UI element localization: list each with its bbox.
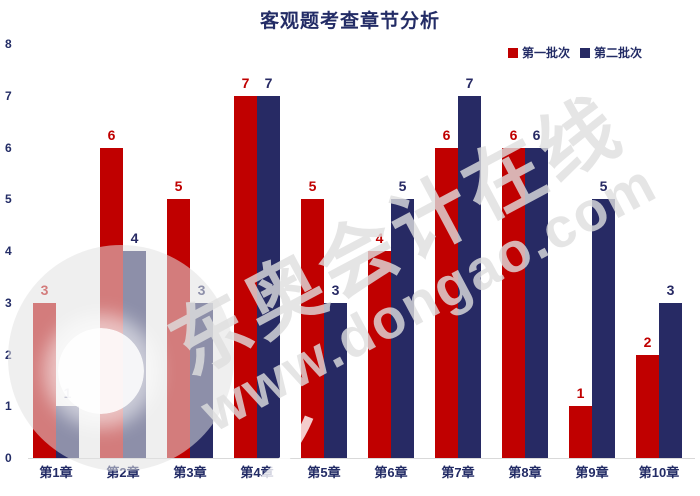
bar-value-label: 5 — [174, 178, 183, 195]
bar-第4章-第二批次 — [257, 95, 280, 458]
bar-第3章-第二批次 — [190, 302, 213, 458]
x-axis-label-第3章: 第3章 — [173, 465, 207, 480]
bar-value-label: 4 — [375, 230, 384, 246]
x-axis-label-第6章: 第6章 — [374, 465, 408, 480]
bar-第2章-第二批次 — [123, 251, 146, 458]
bar-value-label: 1 — [576, 385, 585, 402]
bar-value-label: 3 — [666, 281, 675, 298]
y-tick-label: 8 — [5, 37, 12, 51]
y-tick-label: 4 — [5, 244, 12, 258]
bar-value-label: 3 — [40, 281, 49, 298]
legend-swatch-series2-icon — [579, 47, 590, 58]
y-tick-label: 0 — [5, 451, 12, 465]
bar-第1章-第一批次 — [33, 302, 56, 458]
x-axis-label-第5章: 第5章 — [307, 465, 341, 480]
legend-swatch-series1-icon — [507, 47, 518, 58]
bar-value-label: 1 — [63, 385, 72, 402]
bar-第5章-第二批次 — [324, 302, 347, 458]
bar-value-label: 2 — [643, 333, 652, 350]
y-tick-label: 6 — [5, 140, 12, 155]
bar-第10章-第一批次 — [636, 354, 659, 458]
y-tick-label: 5 — [5, 192, 12, 207]
bar-第2章-第一批次 — [100, 147, 123, 458]
y-tick-label: 2 — [5, 347, 12, 362]
legend-item-series2: 第二批次 — [579, 44, 642, 61]
x-axis-label-第9章: 第9章 — [575, 465, 609, 480]
bar-value-label: 5 — [599, 178, 608, 195]
bar-value-label: 5 — [308, 178, 317, 195]
bar-第4章-第一批次 — [234, 95, 257, 458]
bar-第8章-第二批次 — [525, 147, 548, 458]
chart-title: 客观题考查章节分析 — [259, 11, 440, 32]
bar-第9章-第二批次 — [592, 199, 615, 458]
bar-value-label: 6 — [107, 126, 116, 143]
bar-第6章-第一批次 — [368, 251, 391, 458]
bar-第6章-第二批次 — [391, 199, 414, 458]
y-tick-label: 7 — [5, 88, 12, 103]
bar-value-label: 3 — [197, 281, 206, 298]
legend-label-series2: 第二批次 — [593, 46, 642, 60]
legend: 第一批次 第二批次 — [507, 44, 642, 61]
bar-value-label: 6 — [532, 126, 541, 143]
x-axis-label-第2章: 第2章 — [106, 465, 140, 480]
x-axis-label-第1章: 第1章 — [39, 465, 73, 480]
bar-第9章-第一批次 — [569, 406, 592, 458]
x-axis-label-第7章: 第7章 — [441, 465, 475, 480]
bar-value-label: 7 — [241, 74, 250, 91]
bar-第8章-第一批次 — [502, 147, 525, 458]
bar-value-label: 6 — [442, 126, 451, 143]
y-tick-label: 1 — [5, 399, 12, 414]
bar-第10章-第二批次 — [659, 302, 682, 458]
bar-第1章-第二批次 — [56, 406, 79, 458]
x-axis-label-第8章: 第8章 — [508, 465, 542, 480]
bar-第7章-第一批次 — [435, 147, 458, 458]
bar-value-label: 5 — [398, 178, 407, 195]
legend-item-series1: 第一批次 — [507, 44, 570, 61]
bar-value-label: 7 — [465, 74, 474, 91]
y-tick-label: 3 — [5, 295, 12, 310]
legend-label-series1: 第一批次 — [521, 46, 570, 60]
x-axis-line — [28, 458, 695, 459]
bar-value-label: 6 — [509, 126, 518, 143]
bar-value-label: 3 — [331, 281, 340, 298]
bar-第5章-第一批次 — [301, 199, 324, 458]
bar-value-label: 4 — [130, 230, 139, 246]
bar-value-label: 7 — [264, 74, 273, 91]
bar-第7章-第二批次 — [458, 95, 481, 458]
x-axis-label-第10章: 第10章 — [638, 465, 680, 480]
bar-第3章-第一批次 — [167, 199, 190, 458]
x-axis-label-第4章: 第4章 — [240, 465, 274, 480]
